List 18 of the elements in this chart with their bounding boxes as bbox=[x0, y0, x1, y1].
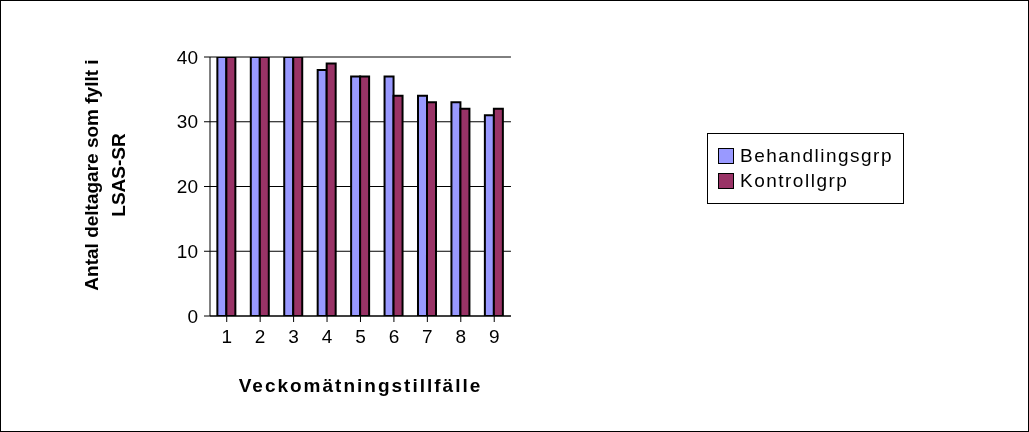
x-tick-label: 1 bbox=[221, 326, 233, 348]
legend-label: Kontrollgrp bbox=[739, 170, 849, 192]
legend-label: Behandlingsgrp bbox=[739, 145, 893, 167]
y-tick-label: 20 bbox=[176, 176, 198, 198]
y-tick-label: 10 bbox=[176, 240, 198, 262]
y-tick-label: 0 bbox=[187, 305, 198, 327]
y-tick-label: 40 bbox=[176, 46, 198, 68]
x-tick-label: 8 bbox=[455, 326, 467, 348]
y-tick-label: 30 bbox=[176, 111, 198, 133]
x-tick-label: 4 bbox=[321, 326, 333, 348]
x-tick-label: 9 bbox=[488, 326, 500, 348]
x-axis-title: Veckomätningstillfälle bbox=[238, 375, 483, 396]
x-tick-label: 6 bbox=[388, 326, 400, 348]
x-tick-label: 2 bbox=[254, 326, 266, 348]
x-tick-label: 5 bbox=[355, 326, 366, 348]
x-tick-label: 7 bbox=[422, 326, 433, 348]
x-tick-label: 3 bbox=[288, 326, 299, 348]
y-axis-title: Antal deltagare som fyllt i LSAS-SR bbox=[80, 58, 130, 293]
